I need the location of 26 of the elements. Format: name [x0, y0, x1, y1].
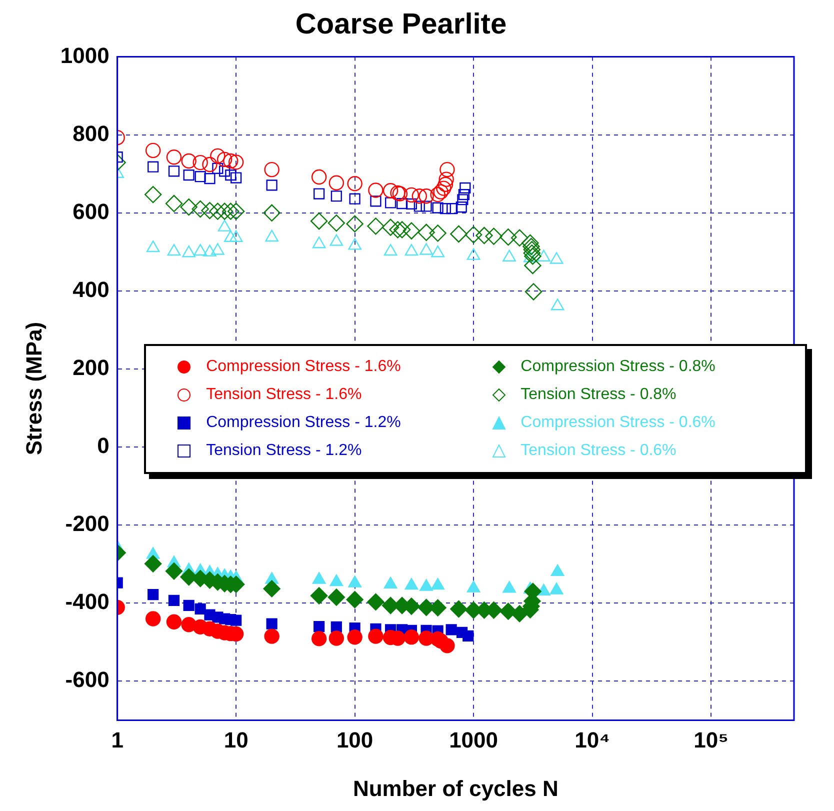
legend-label: Compression Stress - 0.8%: [520, 358, 716, 376]
y-tick-label: -600: [65, 667, 110, 692]
y-tick-label: 200: [72, 355, 110, 380]
x-axis-title: Number of cycles N: [352, 776, 558, 801]
x-tick-label: 10⁵: [694, 727, 728, 752]
legend-label: Compression Stress - 1.6%: [206, 358, 401, 376]
y-tick-label: 400: [72, 277, 110, 302]
legend-label: Tension Stress - 1.6%: [206, 386, 362, 404]
x-tick-label: 100: [336, 727, 374, 752]
x-tick-label: 10⁴: [574, 727, 610, 752]
legend-label: Tension Stress - 1.2%: [206, 442, 362, 460]
y-tick-label: 800: [72, 120, 110, 146]
y-tick-label: 1000: [60, 42, 110, 68]
y-axis-title: Stress (MPa): [21, 322, 46, 456]
y-tick-label: 600: [72, 198, 110, 224]
x-tick-label: 10: [224, 727, 248, 752]
x-tick-label: 1: [111, 727, 124, 752]
chart-title: Coarse Pearlite: [295, 8, 507, 40]
legend-label: Tension Stress - 0.8%: [520, 386, 676, 404]
legend-label: Compression Stress - 1.2%: [206, 414, 401, 432]
x-tick-label: 1000: [449, 727, 498, 752]
legend-label: Tension Stress - 0.6%: [520, 442, 676, 460]
y-tick-label: -200: [65, 511, 110, 536]
legend-label: Compression Stress - 0.6%: [520, 414, 716, 432]
y-tick-label: -400: [65, 589, 110, 614]
y-tick-label: 0: [97, 433, 110, 458]
